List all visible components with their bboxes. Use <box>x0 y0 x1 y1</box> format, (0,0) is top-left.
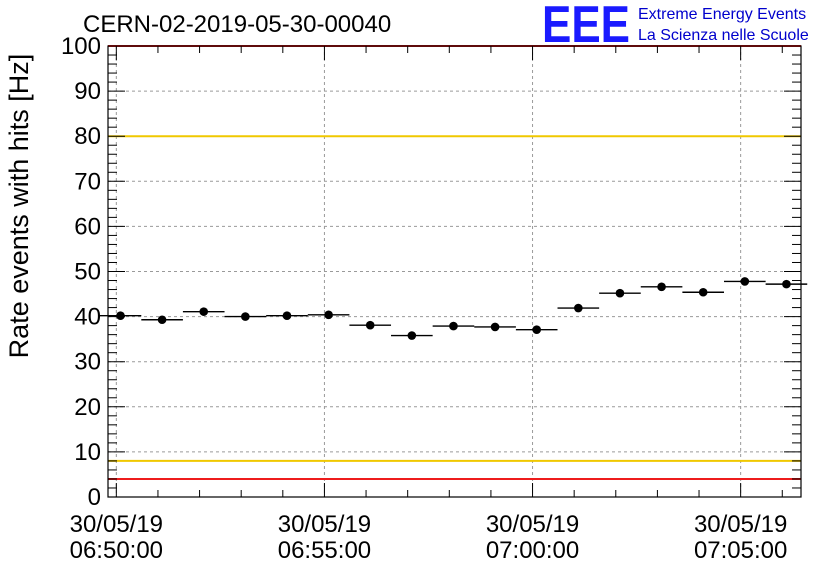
data-point <box>640 282 683 292</box>
x-tick-label-date: 30/05/19 <box>70 511 163 538</box>
data-marker <box>282 311 292 320</box>
eee-logo-line2: La Scienza nelle Scuole <box>638 27 809 44</box>
data-marker <box>615 288 625 298</box>
data-point <box>432 321 475 331</box>
data-marker <box>199 307 209 316</box>
data-point <box>182 307 225 316</box>
data-marker <box>116 311 125 320</box>
data-point <box>474 322 516 332</box>
data-point <box>224 312 267 321</box>
x-tick-label-date: 30/05/19 <box>486 511 579 538</box>
y-tick-label: 70 <box>74 168 101 195</box>
y-tick-label: 50 <box>74 259 101 286</box>
y-tick-label: 100 <box>61 33 101 60</box>
data-point <box>391 331 433 340</box>
x-tick-label-time: 06:50:00 <box>70 537 163 564</box>
data-marker <box>740 277 750 286</box>
axis-ticks <box>108 45 801 498</box>
data-marker <box>241 312 250 321</box>
data-point <box>765 279 808 289</box>
y-tick-label: 20 <box>74 394 101 421</box>
data-point <box>724 277 766 286</box>
y-tick-label: 0 <box>88 484 101 511</box>
data-marker <box>157 315 167 325</box>
chart-title: CERN-02-2019-05-30-00040 <box>83 11 391 38</box>
data-point <box>266 311 308 320</box>
plot-frame <box>107 45 802 498</box>
y-tick-label: 10 <box>74 439 101 466</box>
data-marker <box>782 279 791 289</box>
y-tick-label: 60 <box>74 213 101 240</box>
data-point <box>141 315 183 325</box>
y-tick-labels: 0 10 20 30 40 50 60 70 80 90 100 <box>61 33 101 511</box>
data-marker <box>532 325 542 334</box>
x-tick-label-date: 30/05/19 <box>278 511 371 538</box>
data-marker <box>365 320 375 330</box>
data-marker <box>657 282 666 292</box>
y-tick-label: 40 <box>74 304 101 331</box>
x-tick-labels: 30/05/1906:50:0030/05/1906:55:0030/05/19… <box>70 511 788 564</box>
data-point <box>599 288 641 298</box>
data-marker <box>407 331 417 340</box>
data-marker <box>698 287 708 297</box>
data-point <box>682 287 724 297</box>
y-tick-label: 80 <box>74 123 101 150</box>
data-points <box>99 277 808 340</box>
eee-logo-line1: Extreme Energy Events <box>638 6 806 23</box>
eee-logo: EEE Extreme Energy Events La Scienza nel… <box>542 0 809 54</box>
x-tick-label-time: 07:00:00 <box>486 537 579 564</box>
data-marker <box>449 321 458 331</box>
data-point <box>557 303 600 313</box>
y-axis-label: Rate events with hits [Hz] <box>4 54 34 359</box>
y-tick-label: 90 <box>74 78 101 105</box>
data-marker <box>574 303 583 313</box>
y-tick-label: 30 <box>74 349 101 376</box>
data-point <box>349 320 392 330</box>
x-tick-label-time: 07:05:00 <box>694 537 787 564</box>
x-tick-label-time: 06:55:00 <box>278 537 371 564</box>
x-tick-label-date: 30/05/19 <box>694 511 787 538</box>
data-point <box>515 325 558 334</box>
data-point <box>307 310 350 320</box>
data-point <box>99 311 142 320</box>
data-marker <box>490 322 500 332</box>
data-marker <box>324 310 333 320</box>
